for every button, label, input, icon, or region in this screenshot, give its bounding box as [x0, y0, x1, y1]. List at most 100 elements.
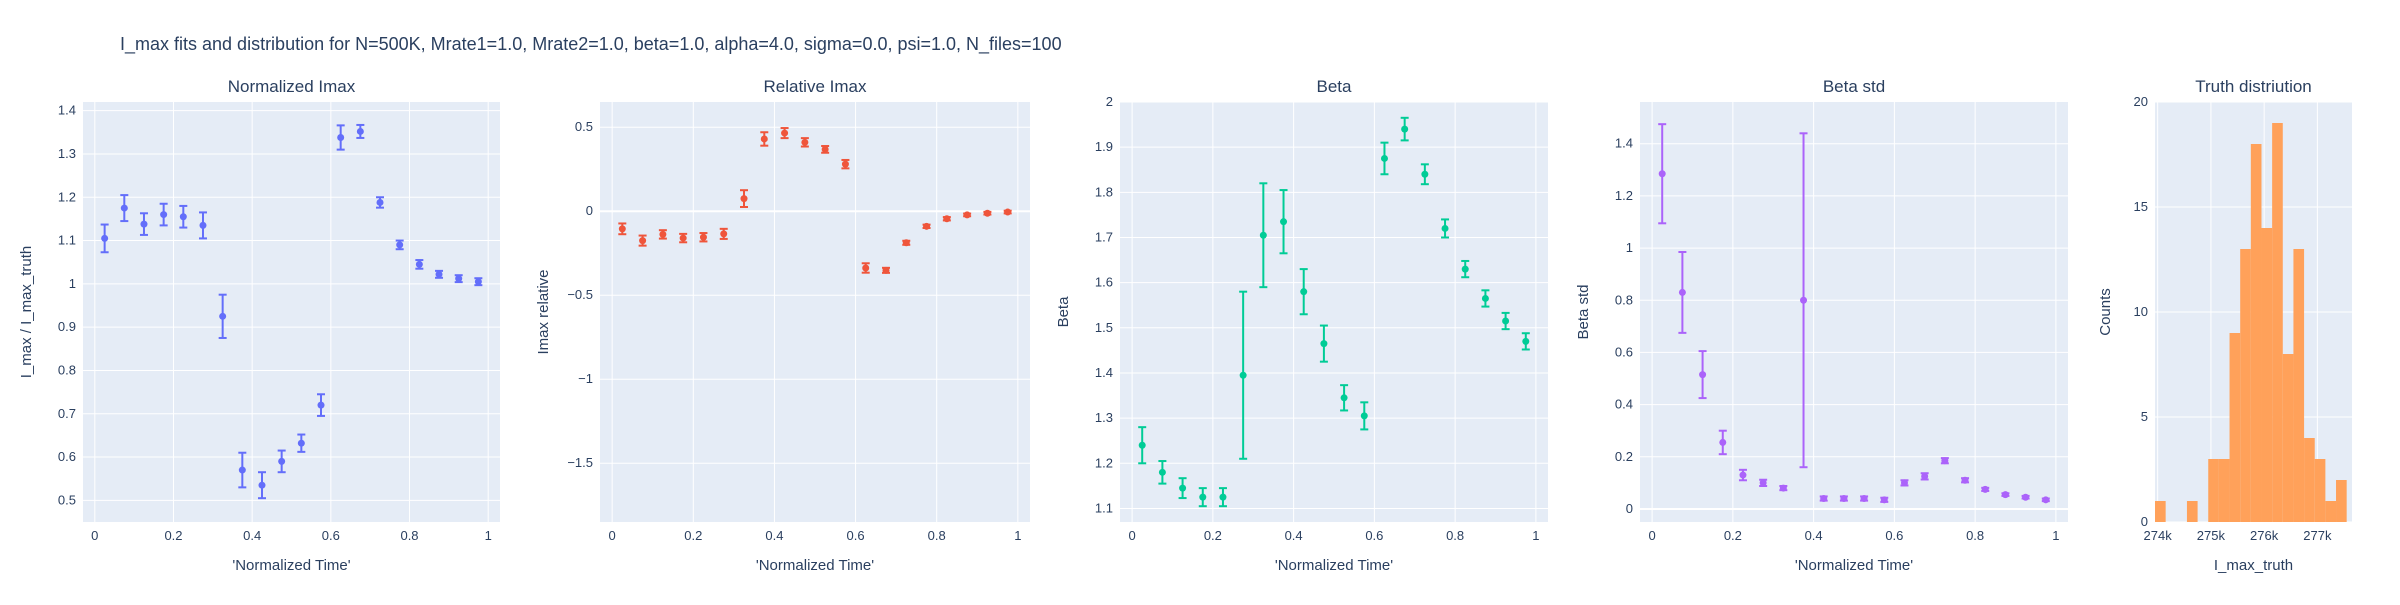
data-marker	[2022, 493, 2030, 501]
data-point	[1900, 479, 1909, 487]
x-tick-label: 0	[1128, 528, 1135, 543]
data-marker	[258, 481, 266, 489]
data-point	[1340, 384, 1349, 412]
data-point	[2041, 496, 2050, 504]
data-point	[983, 209, 992, 217]
x-tick-label: 1	[2052, 528, 2059, 543]
data-marker	[659, 230, 667, 238]
x-tick-label: 0.6	[322, 528, 340, 543]
data-marker	[376, 198, 384, 206]
y-tick-label: −0.5	[567, 287, 593, 302]
data-marker	[396, 241, 404, 249]
data-marker	[120, 204, 128, 212]
data-marker	[1699, 371, 1707, 379]
x-axis-label: 'Normalized Time'	[232, 557, 350, 574]
data-point	[1920, 472, 1929, 481]
y-tick-label: 0.5	[58, 492, 76, 507]
data-marker	[337, 134, 345, 142]
data-point	[1461, 259, 1470, 279]
data-point	[139, 212, 148, 236]
histogram-bar	[2261, 228, 2273, 522]
data-point	[963, 211, 972, 219]
data-marker	[179, 213, 187, 221]
panel-title: Beta std	[1823, 77, 1885, 96]
data-point	[942, 215, 951, 223]
data-point	[454, 274, 463, 284]
data-point	[1138, 426, 1147, 465]
data-point	[618, 222, 627, 236]
data-point	[1738, 468, 1747, 482]
data-marker	[639, 237, 647, 245]
x-tick-label: 0	[609, 528, 616, 543]
data-point	[638, 234, 647, 247]
x-tick-label: 277k	[2303, 528, 2332, 543]
x-tick-label: 0.2	[684, 528, 702, 543]
data-marker	[1719, 438, 1727, 446]
y-tick-label: 1.1	[58, 233, 76, 248]
x-tick-label: 276k	[2250, 528, 2279, 543]
panel-title: Relative Imax	[764, 77, 867, 96]
y-tick-label: 0.2	[1615, 449, 1633, 464]
data-point	[1839, 495, 1848, 503]
y-tick-label: 1.3	[58, 146, 76, 161]
data-point	[719, 227, 728, 240]
data-point	[1940, 457, 1949, 465]
data-point	[435, 269, 444, 279]
y-tick-label: 0.8	[1615, 292, 1633, 307]
y-tick-label: −1.5	[567, 455, 593, 470]
data-point	[1880, 496, 1889, 504]
chart-panel-5: 274k 275k 276k 277k 0 5 10 15 20 Truth distriutio…	[2097, 77, 2352, 574]
y-tick-label: 0	[2141, 514, 2148, 529]
data-point	[1380, 141, 1389, 176]
data-point	[800, 137, 809, 148]
data-marker	[699, 233, 707, 241]
data-marker	[1461, 265, 1469, 273]
data-point	[1259, 182, 1268, 289]
data-marker	[740, 195, 748, 203]
data-point	[881, 266, 890, 274]
data-marker	[1900, 479, 1908, 487]
figure-title: I_max fits and distribution for N=500K, …	[120, 34, 1062, 55]
x-tick-label: 0.6	[1365, 528, 1383, 543]
plot-background	[1120, 102, 1548, 522]
data-marker	[1340, 394, 1348, 402]
data-point	[100, 223, 109, 254]
data-marker	[1880, 496, 1888, 504]
data-marker	[1199, 493, 1207, 501]
x-axis-label: 'Normalized Time'	[1795, 557, 1913, 574]
histogram-bar	[2325, 501, 2337, 522]
data-marker	[1981, 485, 1989, 493]
histogram-bar	[2304, 438, 2315, 522]
data-point	[238, 451, 247, 489]
y-tick-label: 0.5	[575, 119, 593, 134]
y-tick-label: 15	[2134, 199, 2148, 214]
data-marker	[1961, 476, 1969, 484]
x-tick-label: 0.2	[164, 528, 182, 543]
data-marker	[1779, 484, 1787, 492]
data-point	[699, 232, 708, 243]
y-tick-label: 1	[69, 276, 76, 291]
data-marker	[1300, 288, 1308, 296]
data-marker	[199, 221, 207, 229]
data-marker	[1380, 154, 1388, 162]
y-tick-label: 1.6	[1095, 275, 1113, 290]
histogram-bar	[2186, 501, 2198, 522]
data-point	[841, 158, 850, 170]
x-tick-label: 0.8	[928, 528, 946, 543]
x-tick-label: 0.8	[1966, 528, 1984, 543]
data-marker	[435, 270, 443, 278]
data-marker	[160, 211, 168, 219]
y-tick-label: 0.9	[58, 319, 76, 334]
x-tick-label: 275k	[2197, 528, 2226, 543]
y-tick-label: 1.4	[1095, 365, 1113, 380]
data-point	[1400, 116, 1409, 142]
data-marker	[720, 230, 728, 238]
data-marker	[2042, 496, 2050, 504]
x-tick-label: 0.4	[765, 528, 783, 543]
data-marker	[2001, 491, 2009, 499]
data-point	[1178, 477, 1187, 500]
data-marker	[1239, 371, 1247, 379]
data-marker	[1678, 288, 1686, 296]
chart-panel-3: 0 0.2 0.4 0.6 0.8 1 1.1 1.2 1.3 1.4 1.5 1.6 1.7 1.8 1.…	[1055, 77, 1548, 574]
